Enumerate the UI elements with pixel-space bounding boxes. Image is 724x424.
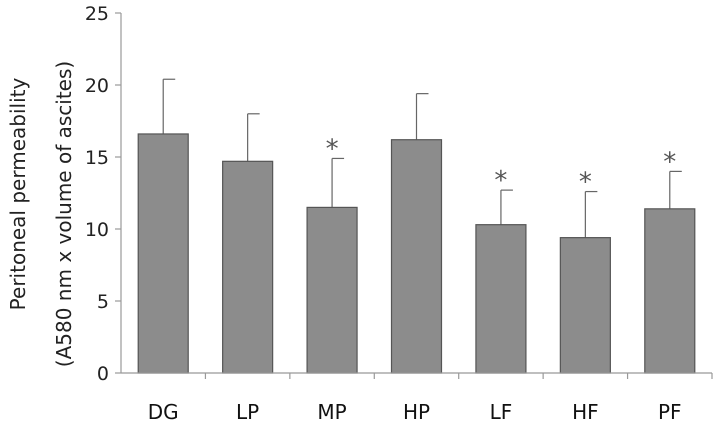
y-axis-subtitle: (A580 nm x volume of ascites)	[52, 61, 76, 367]
x-tick-label-dg: DG	[148, 400, 179, 424]
y-axis: 0 5 10 15 20 25	[85, 3, 122, 385]
bar-dg	[137, 133, 189, 374]
x-tick-label-lf: LF	[490, 400, 513, 424]
bar-hf	[559, 237, 611, 374]
y-tick-label: 0	[97, 363, 109, 385]
significance-marker-hf: *	[579, 168, 592, 198]
y-tick-label: 10	[85, 219, 109, 241]
bars: * * * *	[137, 78, 696, 374]
x-tick-label-mp: MP	[317, 400, 346, 424]
y-tick-label: 25	[85, 3, 109, 25]
significance-marker-mp: *	[326, 134, 339, 164]
x-tick-label-hp: HP	[403, 400, 430, 424]
bar-mp	[306, 206, 358, 374]
x-tick-label-hf: HF	[572, 400, 599, 424]
bar-pf	[644, 208, 696, 374]
y-tick-label: 20	[85, 75, 109, 97]
y-tick-label: 15	[85, 147, 109, 169]
y-axis-title: Peritoneal permeability	[6, 78, 30, 311]
bar-lf	[475, 224, 527, 374]
significance-marker-pf: *	[663, 147, 676, 177]
y-tick-label: 5	[97, 291, 109, 313]
x-tick-label-pf: PF	[658, 400, 682, 424]
x-axis: DG LP MP HP LF HF PF	[121, 372, 713, 424]
x-tick-label-lp: LP	[236, 400, 259, 424]
bar-lp	[222, 160, 274, 374]
significance-marker-lf: *	[494, 166, 507, 196]
y-axis-title-group: Peritoneal permeability (A580 nm x volum…	[6, 61, 76, 367]
bar-hp	[390, 139, 443, 374]
